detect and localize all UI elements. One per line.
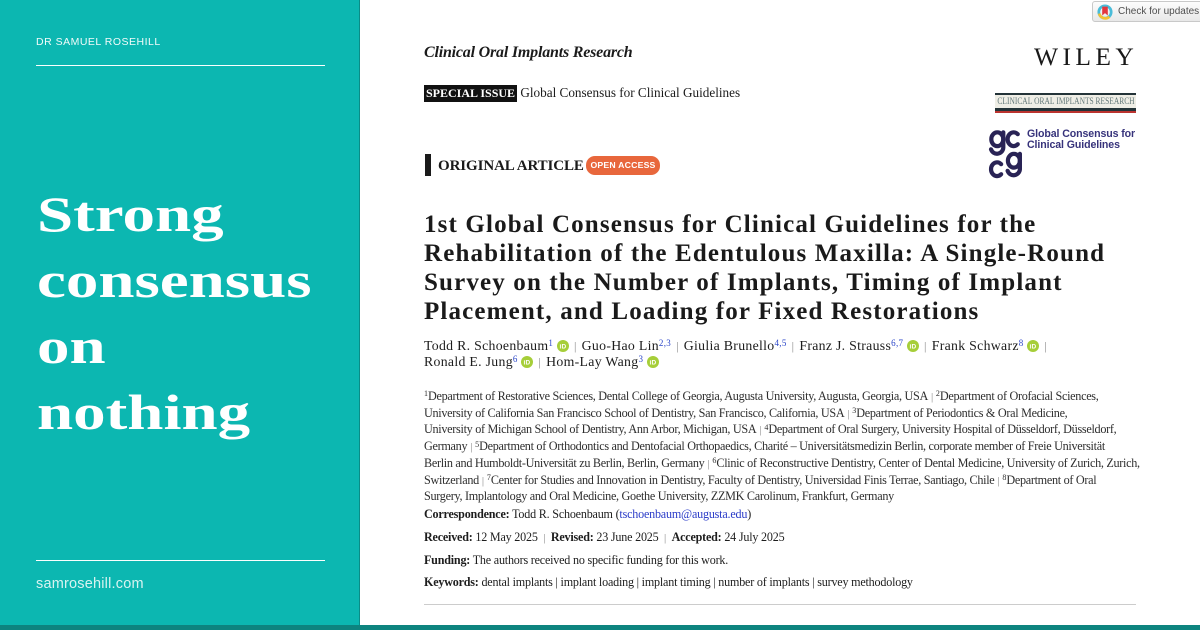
svg-text:iD: iD xyxy=(524,360,531,367)
svg-text:iD: iD xyxy=(649,360,656,367)
svg-text:iD: iD xyxy=(559,344,566,351)
svg-text:iD: iD xyxy=(909,344,916,351)
svg-text:iD: iD xyxy=(1030,344,1037,351)
